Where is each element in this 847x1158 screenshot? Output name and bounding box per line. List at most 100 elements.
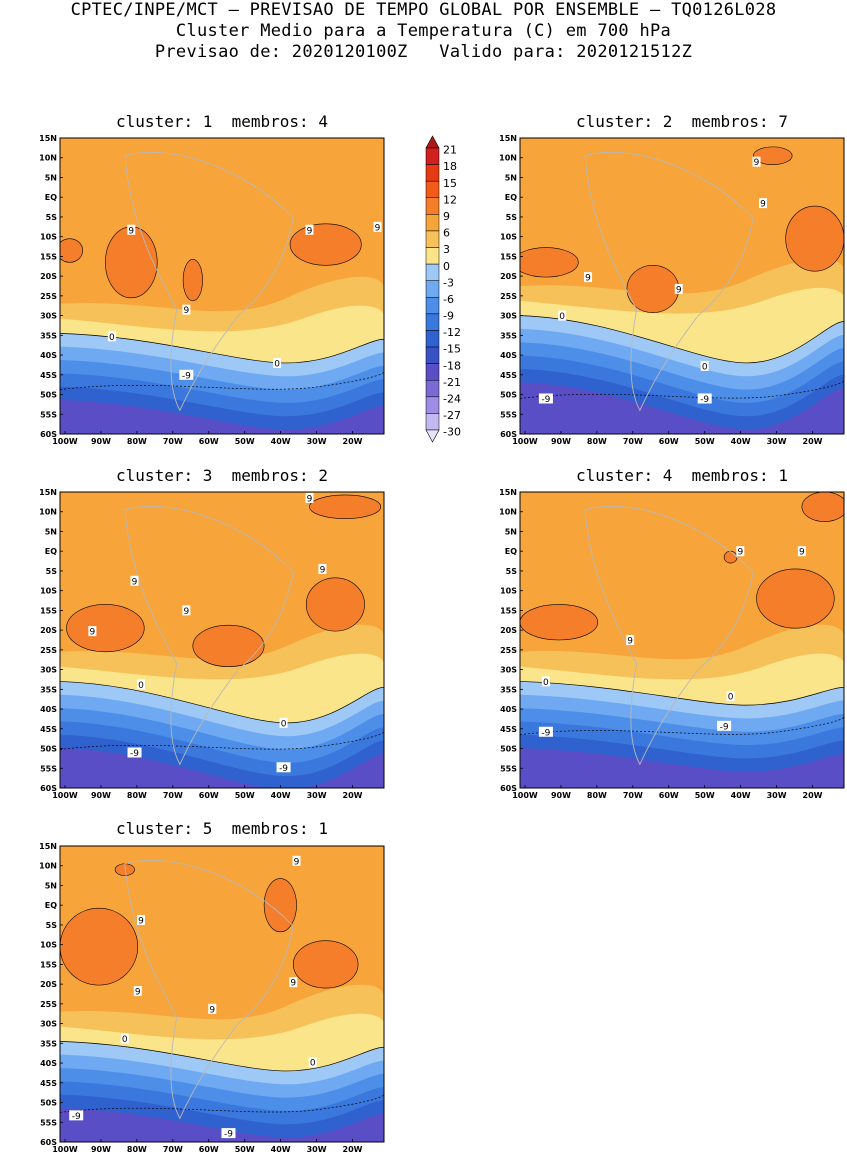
lat-tick-label: 15N xyxy=(39,488,57,497)
contour-label-box xyxy=(538,393,553,404)
colorbar-swatch xyxy=(425,363,440,381)
lon-tick-label: 40W xyxy=(271,791,291,800)
lon-tick-label: 80W xyxy=(127,791,147,800)
colorbar-swatch xyxy=(425,197,440,215)
lat-tick-label: 20S xyxy=(40,272,57,281)
colorbar-label: -21 xyxy=(443,376,461,389)
field-cool-6 xyxy=(60,748,384,788)
header-line-2: Cluster Medio para a Temperatura (C) em … xyxy=(175,21,672,41)
lon-tick-label: 20W xyxy=(343,791,363,800)
contour-label: 9 xyxy=(132,577,138,587)
lat-tick-label: EQ xyxy=(45,901,57,910)
colorbar-swatch xyxy=(425,214,440,232)
lon-tick-label: 100W xyxy=(52,791,78,800)
lon-tick-label: 90W xyxy=(551,437,571,446)
lat-tick-label: 5N xyxy=(505,173,517,182)
lon-tick-label: 60W xyxy=(199,791,219,800)
contour-minus9 xyxy=(60,731,384,750)
contour-label: 0 xyxy=(728,693,734,703)
lat-tick-label: 60S xyxy=(40,1138,57,1147)
lat-tick-label: 25S xyxy=(500,292,517,301)
contour-9-region xyxy=(801,492,844,522)
panel-2-map: 9 9 9 9 0 0 -9 -9 15N 10N 5N EQ 5S 10S 15S 20S 25S 30S 35S… xyxy=(490,134,847,450)
temperature-field xyxy=(60,138,384,434)
lat-tick-label: 40S xyxy=(500,705,517,714)
contour-9-region xyxy=(309,494,382,519)
lat-tick-label: 45S xyxy=(500,725,517,734)
lat-tick-label: 10S xyxy=(40,587,57,596)
temperature-field xyxy=(520,492,844,788)
lat-tick-label: 5S xyxy=(506,213,518,222)
contour-0 xyxy=(520,681,844,706)
contour-label-box xyxy=(308,1057,317,1068)
colorbar-label: -27 xyxy=(443,409,461,422)
lat-tick-label: 30S xyxy=(500,312,517,321)
lat-tick-label: 45S xyxy=(40,725,57,734)
contour-label: 9 xyxy=(135,988,141,998)
colorbar-label: -18 xyxy=(443,359,461,372)
contour-label-box xyxy=(700,360,709,371)
contour-minus9 xyxy=(60,1094,384,1113)
lon-tick-label: 80W xyxy=(587,437,607,446)
lat-tick-label: 5N xyxy=(45,881,57,890)
lat-tick-label: 10S xyxy=(500,587,517,596)
colorbar-top-arrow xyxy=(425,135,440,149)
lon-tick-label: 60W xyxy=(199,437,219,446)
panel-3-map: 9 9 9 9 9 0 0 -9 -9 15N 10N 5N EQ 5S 10S 15S 20S 25S 30S 35… xyxy=(30,488,390,804)
lat-tick-label: EQ xyxy=(505,547,517,556)
contour-label-box xyxy=(541,676,550,687)
colorbar-swatch xyxy=(425,313,440,331)
lat-tick-label: 15N xyxy=(39,842,57,851)
contour-9-region xyxy=(292,940,359,989)
lon-tick-label: 40W xyxy=(271,1145,291,1154)
colorbar-swatch xyxy=(425,346,440,364)
lon-tick-label: 100W xyxy=(52,437,78,446)
contour-label: 9 xyxy=(128,226,134,236)
lat-tick-label: 5S xyxy=(506,567,518,576)
contour-label: 9 xyxy=(754,158,760,168)
contour-label-box xyxy=(626,635,635,645)
lon-tick-label: 30W xyxy=(307,437,327,446)
lat-tick-label: 10S xyxy=(500,233,517,242)
lat-tick-label: 10S xyxy=(40,233,57,242)
lat-tick-label: 55S xyxy=(40,410,57,419)
contour-9-region xyxy=(752,146,793,165)
contour-label: 0 xyxy=(138,681,144,691)
lon-tick-label: 80W xyxy=(127,437,147,446)
colorbar-swatch xyxy=(425,263,440,281)
lat-tick-label: 5N xyxy=(45,527,57,536)
colorbar-label: -15 xyxy=(443,343,461,356)
lat-tick-label: 30S xyxy=(40,1020,57,1029)
lat-tick-label: 15S xyxy=(40,606,57,615)
colorbar-label: 3 xyxy=(443,243,450,256)
lat-tick-label: 25S xyxy=(40,1000,57,1009)
contour-label: 9 xyxy=(290,979,296,989)
field-cool-6 xyxy=(520,382,844,434)
lon-axis: 100W 90W 80W 70W 60W 50W 40W 30W 20W xyxy=(512,431,823,446)
lon-tick-label: 30W xyxy=(307,791,327,800)
lat-tick-label: 15S xyxy=(40,960,57,969)
map-frame xyxy=(59,491,385,789)
contour-0 xyxy=(60,1041,384,1072)
colorbar-label: 18 xyxy=(443,160,457,173)
contour-9-region xyxy=(105,226,158,299)
lat-tick-label: 15S xyxy=(500,252,517,261)
colorbar-label: 15 xyxy=(443,177,457,190)
contour-label-box xyxy=(179,369,194,380)
colorbar-label: -3 xyxy=(443,276,454,289)
lon-tick-label: 40W xyxy=(731,791,751,800)
lon-tick-label: 80W xyxy=(587,791,607,800)
contour-label-box xyxy=(752,156,761,167)
contour-label-box xyxy=(133,986,142,997)
contour-label-box xyxy=(107,331,116,342)
contour-label: 9 xyxy=(585,274,591,284)
colorbar-label: 21 xyxy=(443,144,457,157)
colorbar-bottom-arrow xyxy=(425,429,440,443)
contour-9-region xyxy=(756,568,835,629)
contour-label-box xyxy=(130,575,139,586)
lat-tick-label: 25S xyxy=(40,646,57,655)
contour-9-region xyxy=(182,259,203,302)
lon-axis: 100W 90W 80W 70W 60W 50W 40W 30W 20W xyxy=(52,431,363,446)
lat-tick-label: 40S xyxy=(500,351,517,360)
contour-label: 9 xyxy=(183,607,189,617)
